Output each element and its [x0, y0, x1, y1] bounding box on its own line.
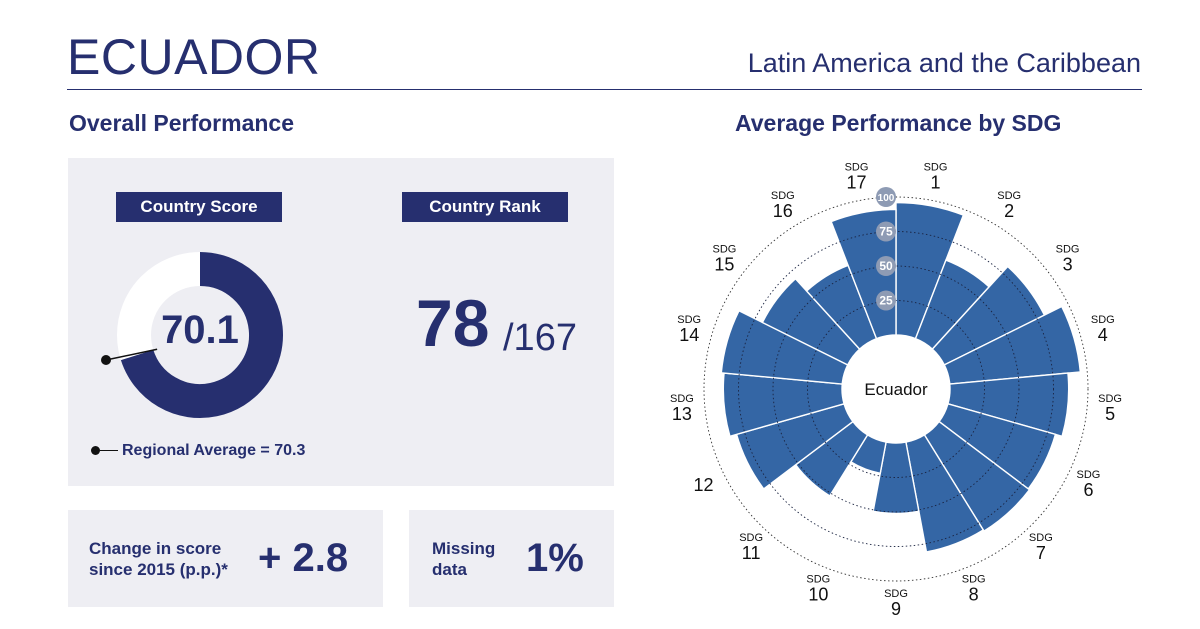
sdg-14-prefix: SDG — [677, 314, 701, 326]
sdg-16-label: 16 — [773, 201, 793, 221]
sdg-radial-chart: Ecuador255075100SDG1SDG2SDG3SDG4SDG5SDG6… — [670, 162, 1122, 619]
sdg-1-label: 1 — [930, 173, 940, 193]
header-divider — [67, 89, 1142, 90]
change-label: Change in score since 2015 (p.p.)* — [89, 538, 228, 580]
sdg-2-label: 2 — [1004, 201, 1014, 221]
change-label-line1: Change in score — [89, 539, 222, 558]
sdg-7-label: 7 — [1036, 543, 1046, 563]
scale-label-50: 50 — [879, 259, 893, 273]
regional-average-legend: Regional Average = 70.3 — [91, 442, 305, 460]
sdg-9-label: 9 — [891, 599, 901, 619]
sdg-11-label: 11 — [742, 543, 761, 563]
scale-label-100: 100 — [878, 193, 895, 204]
country-score-value: 70.1 — [161, 308, 239, 352]
sdg-12-label: 12 — [694, 475, 714, 495]
sdg-3-prefix: SDG — [1056, 243, 1080, 255]
sdg-3-label: 3 — [1063, 254, 1073, 274]
scale-label-25: 25 — [879, 294, 893, 308]
scale-badge-75 — [876, 221, 896, 242]
sdg-2-prefix: SDG — [997, 190, 1021, 202]
scale-badge-100 — [876, 187, 896, 207]
grid-circle-75 — [738, 231, 1054, 547]
sdg-chart-title: Average Performance by SDG — [735, 110, 1062, 136]
missing-label-line2: data — [432, 560, 467, 579]
regional-average-line — [105, 348, 158, 361]
sdg-5-prefix: SDG — [1098, 393, 1122, 405]
overall-performance-title: Overall Performance — [69, 110, 295, 136]
country-rank-label: Country Rank — [402, 192, 568, 222]
sdg-7-prefix: SDG — [1029, 532, 1053, 544]
scale-badge-50 — [876, 256, 896, 276]
country-title: ECUADOR — [67, 29, 321, 85]
sdg-13-prefix: SDG — [670, 393, 694, 405]
change-panel — [68, 510, 383, 607]
chart-center-circle — [842, 335, 950, 443]
scale-badge-25 — [876, 290, 896, 311]
sdg-8-label: 8 — [969, 584, 979, 604]
sdg-10-prefix: SDG — [806, 573, 830, 585]
grid-circle-50 — [772, 265, 1020, 513]
scale-label-75: 75 — [879, 225, 893, 239]
missing-value: 1% — [526, 536, 584, 580]
regional-average-dot-icon — [91, 446, 100, 456]
country-rank-total: /167 — [503, 317, 577, 359]
missing-label-line1: Missing — [432, 539, 496, 558]
change-value: + 2.8 — [258, 536, 349, 580]
change-label-line2: since 2015 (p.p.)* — [89, 560, 228, 579]
sdg-10-label: 10 — [808, 584, 828, 604]
score-donut-arc — [120, 252, 283, 418]
sdg-9-prefix: SDG — [884, 588, 908, 600]
sdg-5-label: 5 — [1105, 404, 1115, 424]
sdg-8-prefix: SDG — [962, 573, 986, 585]
sdg-17-label: 17 — [846, 173, 866, 193]
missing-panel — [409, 510, 614, 607]
sdg-15-label: 15 — [714, 254, 734, 274]
chart-center-label: Ecuador — [864, 380, 928, 399]
regional-average-marker — [101, 355, 111, 365]
sdg-15-prefix: SDG — [713, 243, 737, 255]
sdg-4-prefix: SDG — [1091, 314, 1115, 326]
country-score-label: Country Score — [116, 192, 282, 222]
sdg-4-label: 4 — [1098, 325, 1108, 345]
country-rank-value: 78 — [416, 286, 490, 360]
missing-label: Missing data — [432, 538, 495, 580]
sdg-1-prefix: SDG — [924, 162, 948, 174]
sdg-13-label: 13 — [672, 404, 692, 424]
sdg-11-prefix: SDG — [739, 532, 763, 544]
sdg-17-prefix: SDG — [845, 162, 869, 174]
sdg-16-prefix: SDG — [771, 190, 795, 202]
region-name: Latin America and the Caribbean — [747, 48, 1141, 78]
sdg-14-label: 14 — [679, 325, 699, 345]
sdg-6-label: 6 — [1083, 480, 1093, 500]
sdg-6-prefix: SDG — [1077, 469, 1101, 481]
regional-average-text: Regional Average = 70.3 — [122, 442, 306, 459]
score-donut — [101, 252, 283, 418]
regional-average-line-icon — [100, 450, 118, 452]
